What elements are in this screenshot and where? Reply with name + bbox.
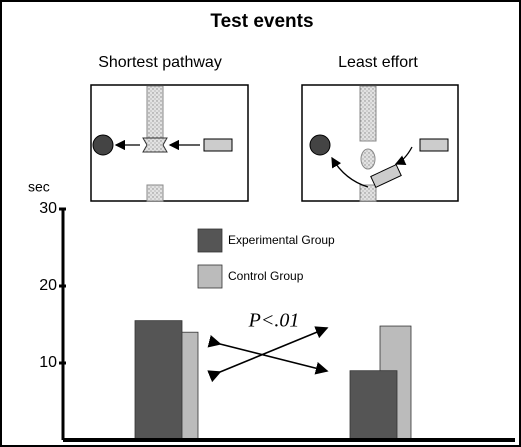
chart-title: Test events (210, 11, 313, 32)
y-tick-label: 20 (39, 277, 57, 294)
legend-swatch (198, 229, 222, 252)
y-tick-label: 10 (39, 354, 57, 371)
legend-label: Experimental Group (228, 233, 335, 247)
panel-title: Shortest pathway (98, 54, 222, 71)
y-tick-label: 30 (39, 200, 57, 217)
legend-swatch (198, 265, 222, 288)
y-axis-label: sec (28, 179, 50, 195)
diagram-shortest (91, 85, 248, 201)
frame (1, 1, 520, 446)
diagram-least-effort (302, 85, 458, 201)
page: {"chart_data": {"type": "bar", "title": … (0, 0, 521, 447)
panel-title: Least effort (338, 54, 418, 71)
bar (135, 321, 182, 440)
legend-label: Control Group (228, 269, 304, 283)
chart: Test events Shortest pathway Least effor… (0, 0, 521, 447)
bar (350, 371, 397, 440)
annotation: P<.01 (248, 310, 300, 332)
